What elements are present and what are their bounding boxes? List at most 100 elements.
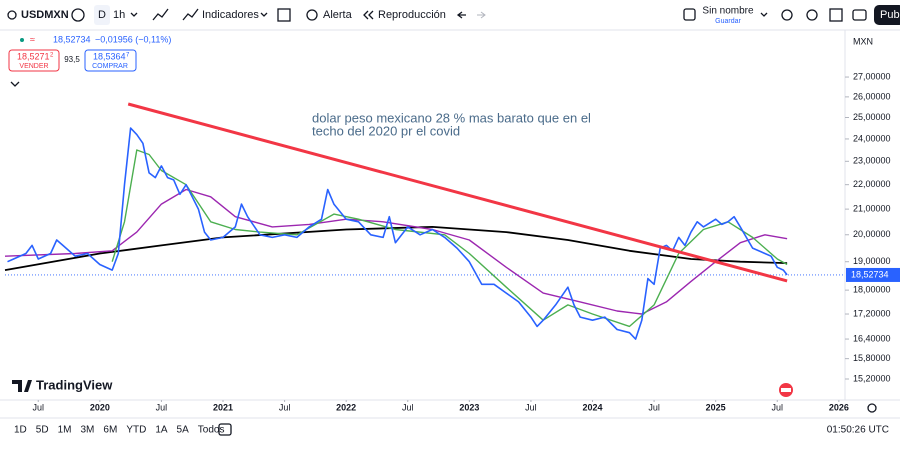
range-bar: 1D 5D 1M 3M 6M YTD 1A 5A Todos bbox=[14, 425, 224, 436]
sell-price[interactable]: 18,5271 bbox=[17, 51, 50, 61]
y-tick-label: 26,00000 bbox=[853, 91, 891, 101]
range-button[interactable]: 1D bbox=[14, 425, 27, 436]
templates-icon[interactable] bbox=[277, 8, 291, 22]
replay-icon[interactable] bbox=[363, 10, 374, 20]
annotation: techo del 2020 pr el covid bbox=[312, 123, 460, 138]
layout-icon[interactable] bbox=[683, 8, 696, 21]
last-price-box bbox=[846, 267, 900, 282]
range-button[interactable]: 1M bbox=[58, 425, 72, 436]
range-button[interactable]: 6M bbox=[103, 425, 117, 436]
x-tick-label: Jul bbox=[32, 402, 44, 412]
annotation: dolar peso mexicano 28 % mas barato que … bbox=[312, 110, 591, 125]
toolbar: USDMXN D 1h Indicadores Alerta Reproducc… bbox=[0, 5, 900, 31]
last-price-label: 18,52734 bbox=[851, 269, 889, 279]
y-tick-label: 15,20000 bbox=[853, 373, 891, 383]
x-tick-label: Jul bbox=[525, 402, 537, 412]
save-dropdown[interactable] bbox=[760, 12, 768, 17]
series-line bbox=[111, 149, 788, 328]
x-tick-label: Jul bbox=[402, 402, 414, 412]
y-tick-label: 17,20000 bbox=[853, 308, 891, 318]
alert-icon[interactable] bbox=[306, 9, 318, 21]
alert[interactable]: Alerta bbox=[323, 9, 353, 21]
logo-mark bbox=[12, 380, 32, 392]
search-icon[interactable] bbox=[7, 10, 17, 20]
y-tick-label: 25,00000 bbox=[853, 112, 891, 122]
layout-name[interactable]: Sin nombre bbox=[702, 6, 754, 17]
y-tick-label: 24,00000 bbox=[853, 133, 891, 143]
legend-collapse[interactable] bbox=[10, 81, 20, 87]
y-tick-label: 15,80000 bbox=[853, 353, 891, 363]
y-tick-label: 27,00000 bbox=[853, 71, 891, 81]
logo-text: TradingView bbox=[36, 377, 113, 392]
status-icon: ≈ bbox=[30, 34, 35, 44]
y-tick-label: 16,40000 bbox=[853, 333, 891, 343]
quick-search-icon[interactable] bbox=[781, 9, 793, 21]
spread: 93,5 bbox=[64, 55, 80, 64]
x-tick-label: 2020 bbox=[90, 402, 110, 412]
fullscreen-icon[interactable] bbox=[829, 8, 843, 22]
currency[interactable]: MXN bbox=[853, 36, 873, 46]
clock: 01:50:26 UTC bbox=[827, 425, 889, 436]
range-button[interactable]: 5D bbox=[36, 425, 49, 436]
y-tick-label: 22,00000 bbox=[853, 179, 891, 189]
interval-d-bg bbox=[94, 5, 110, 25]
save[interactable]: Guardar bbox=[715, 18, 741, 25]
date-range-icon[interactable] bbox=[218, 423, 232, 436]
buy-label[interactable]: COMPRAR bbox=[92, 63, 128, 70]
x-tick-label: 2023 bbox=[459, 402, 479, 412]
x-tick-label: Jul bbox=[156, 402, 168, 412]
settings-icon[interactable] bbox=[806, 9, 818, 21]
events-flag-band bbox=[781, 388, 791, 392]
range-button[interactable]: 1A bbox=[155, 425, 168, 436]
range-button[interactable]: 5A bbox=[177, 425, 190, 436]
y-tick-label: 19,00000 bbox=[853, 256, 891, 266]
sell-button[interactable] bbox=[8, 49, 60, 72]
series-line bbox=[4, 226, 788, 271]
logo: TradingView bbox=[12, 377, 113, 392]
range-button[interactable]: 3M bbox=[81, 425, 95, 436]
y-tick-label: 23,00000 bbox=[853, 156, 891, 166]
x-tick-label: Jul bbox=[772, 402, 784, 412]
publish[interactable]: Publ bbox=[880, 9, 900, 21]
series-line bbox=[7, 127, 788, 340]
x-tick-label: 2025 bbox=[706, 402, 726, 412]
x-tick-label: 2026 bbox=[829, 402, 849, 412]
x-tick-label: Jul bbox=[648, 402, 660, 412]
buy-price[interactable]: 18,5364 bbox=[93, 51, 126, 61]
indicators-dropdown[interactable] bbox=[260, 12, 268, 17]
legend-change: −0,01956 (−0,11%) bbox=[95, 34, 171, 44]
compare-icon[interactable] bbox=[71, 8, 85, 22]
publish-button[interactable] bbox=[874, 5, 900, 25]
replay[interactable]: Reproducción bbox=[378, 9, 446, 21]
axis-settings[interactable] bbox=[867, 403, 877, 413]
series-line bbox=[127, 102, 788, 283]
indicators-icon[interactable] bbox=[182, 8, 199, 21]
interval-d[interactable]: D bbox=[98, 9, 106, 21]
buy-button[interactable] bbox=[84, 49, 137, 72]
interval[interactable]: 1h bbox=[113, 9, 125, 21]
x-tick-label: Jul bbox=[279, 402, 291, 412]
x-tick-label: 2022 bbox=[336, 402, 356, 412]
x-tick-label: 2024 bbox=[582, 402, 602, 412]
redo-icon[interactable] bbox=[477, 11, 486, 19]
chart-type-icon[interactable] bbox=[152, 8, 169, 21]
range-button[interactable]: YTD bbox=[126, 425, 146, 436]
undo-icon[interactable] bbox=[456, 11, 466, 19]
legend: ≈ 18,52734 −0,01956 (−0,11%) 18,5271 2 V… bbox=[8, 34, 171, 87]
symbol[interactable]: USDMXN bbox=[21, 9, 69, 21]
interval-dropdown[interactable] bbox=[130, 12, 138, 17]
legend-price: 18,52734 bbox=[53, 34, 91, 44]
sell-label[interactable]: VENDER bbox=[19, 63, 48, 70]
y-tick-label: 21,00000 bbox=[853, 203, 891, 213]
indicators[interactable]: Indicadores bbox=[202, 9, 259, 21]
y-tick-label: 18,00000 bbox=[853, 285, 891, 295]
range-button[interactable]: Todos bbox=[198, 425, 225, 436]
snapshot-icon[interactable] bbox=[852, 9, 867, 21]
x-tick-label: 2021 bbox=[213, 402, 233, 412]
status-dot bbox=[20, 38, 24, 42]
plot-area: dolar peso mexicano 28 % mas barato que … bbox=[4, 102, 845, 340]
buy-price-sup[interactable]: 7 bbox=[126, 53, 130, 59]
sell-price-sup[interactable]: 2 bbox=[50, 53, 54, 59]
